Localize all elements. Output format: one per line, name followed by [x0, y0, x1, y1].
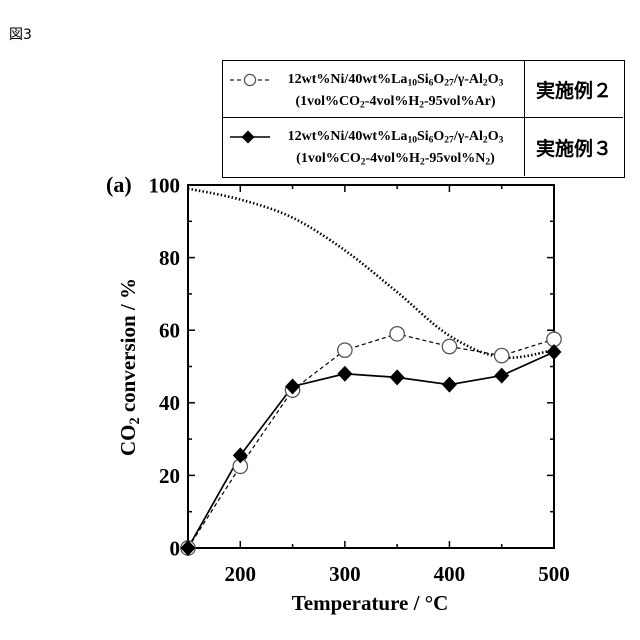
- text-segment: /γ-Al: [454, 129, 483, 144]
- y-tick-label: 60: [159, 319, 180, 343]
- legend: 12wt%Ni/40wt%La10Si6O27/γ-Al2O3 (1vol%CO…: [222, 60, 625, 178]
- legend-label-line-2: (1vol%CO2-4vol%H2-95vol%Ar): [270, 91, 521, 113]
- x-tick-label: 400: [434, 562, 466, 586]
- legend-entry: 12wt%Ni/40wt%La10Si6O27/γ-Al2O3 (1vol%CO…: [223, 61, 623, 118]
- legend-sample-filled-diamond-solid: [230, 130, 270, 144]
- legend-label-line-1: 12wt%Ni/40wt%La10Si6O27/γ-Al2O3: [270, 126, 521, 148]
- tick-labels: 0 20 40 60 80 100 200 300 400 500: [149, 173, 570, 586]
- text-segment: Si: [417, 72, 429, 87]
- legend-sample-filled-diamond-marker: [242, 131, 255, 144]
- text-segment: (1vol%CO: [296, 151, 361, 166]
- legend-label: 12wt%Ni/40wt%La10Si6O27/γ-Al2O3 (1vol%CO…: [270, 69, 521, 113]
- text-segment: O: [488, 72, 499, 87]
- text-segment: -4vol%H: [366, 151, 420, 166]
- legend-label-line-2: (1vol%CO2-4vol%H2-95vol%N2): [270, 148, 521, 170]
- text-segment: -95vol%N: [425, 151, 486, 166]
- text-segment: O: [433, 72, 444, 87]
- text-segment: (1vol%CO: [295, 94, 360, 109]
- plot-series: [181, 189, 562, 556]
- text-segment: -95vol%Ar): [424, 94, 496, 109]
- text-segment: 12wt%Ni/40wt%La: [288, 129, 408, 144]
- series-line-dotted: [188, 189, 554, 358]
- y-tick-label: 40: [159, 391, 180, 415]
- data-point-filled-diamond: [337, 366, 352, 382]
- x-tick-label: 200: [225, 562, 257, 586]
- x-tick-label: 300: [329, 562, 361, 586]
- y-tick-label: 100: [149, 173, 181, 197]
- data-point-filled-diamond: [442, 377, 457, 393]
- data-point-open-circle: [495, 348, 509, 362]
- text-segment: -4vol%H: [365, 94, 419, 109]
- text-segment: conversion / %: [116, 278, 140, 417]
- subscript-segment: 10: [407, 79, 417, 89]
- axis-ticks: [188, 185, 554, 548]
- text-segment: /γ-Al: [454, 72, 483, 87]
- text-segment: CO: [116, 425, 140, 457]
- legend-sample-open-circle-marker: [244, 74, 255, 85]
- data-point-open-circle: [338, 343, 352, 357]
- x-axis-label: Temperature / °C: [292, 591, 449, 615]
- subscript-segment: 3: [499, 79, 504, 89]
- text-segment: Si: [417, 129, 429, 144]
- legend-entry: 12wt%Ni/40wt%La10Si6O27/γ-Al2O3 (1vol%CO…: [223, 118, 623, 176]
- series-line-solid: [188, 352, 554, 548]
- legend-label: 12wt%Ni/40wt%La10Si6O27/γ-Al2O3 (1vol%CO…: [270, 126, 521, 170]
- legend-description-cell: 12wt%Ni/40wt%La10Si6O27/γ-Al2O3 (1vol%CO…: [223, 118, 525, 176]
- legend-description-cell: 12wt%Ni/40wt%La10Si6O27/γ-Al2O3 (1vol%CO…: [223, 61, 525, 117]
- text-segment: O: [488, 129, 499, 144]
- subscript-segment: 27: [444, 136, 454, 146]
- data-point-filled-diamond: [390, 369, 405, 385]
- subscript-segment: 3: [499, 136, 504, 146]
- text-segment: O: [433, 129, 444, 144]
- plot-frame: [188, 185, 554, 548]
- text-segment: ): [490, 151, 495, 166]
- subscript-segment: 10: [407, 136, 417, 146]
- y-axis-label: CO2 conversion / %: [116, 278, 140, 456]
- x-tick-label: 500: [538, 562, 570, 586]
- text-segment: 12wt%Ni/40wt%La: [288, 72, 408, 87]
- data-point-open-circle: [390, 327, 404, 341]
- panel-label: (a): [106, 173, 132, 197]
- legend-sample-open-circle-dashed: [230, 73, 270, 87]
- series-line-dashed: [188, 334, 554, 548]
- subscript-segment: 2: [127, 417, 143, 424]
- legend-example-label: 実施例３: [525, 118, 623, 176]
- data-point-open-circle: [442, 339, 456, 353]
- subscript-segment: 27: [444, 79, 454, 89]
- y-tick-label: 80: [159, 246, 180, 270]
- legend-example-label: 実施例２: [525, 61, 623, 117]
- data-point-filled-diamond: [494, 368, 509, 384]
- y-tick-label: 0: [170, 536, 181, 560]
- legend-label-line-1: 12wt%Ni/40wt%La10Si6O27/γ-Al2O3: [270, 69, 521, 91]
- y-tick-label: 20: [159, 464, 180, 488]
- data-point-filled-diamond: [547, 344, 562, 360]
